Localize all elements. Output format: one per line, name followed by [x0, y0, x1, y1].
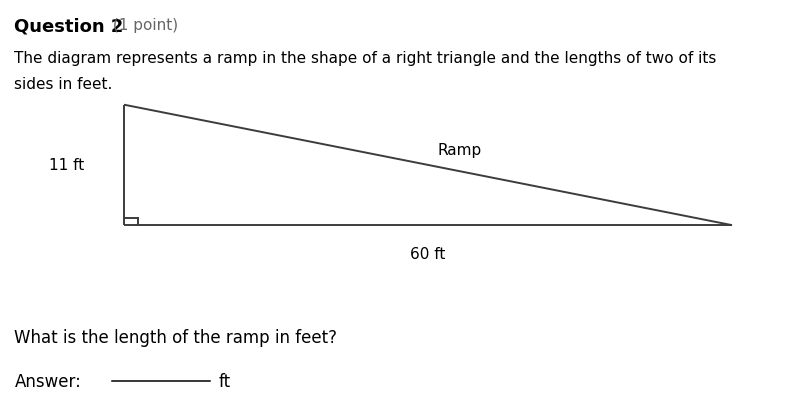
Text: 11 ft: 11 ft: [49, 158, 84, 173]
Text: ft: ft: [218, 373, 230, 391]
Text: Ramp: Ramp: [438, 143, 482, 158]
Text: What is the length of the ramp in feet?: What is the length of the ramp in feet?: [14, 329, 338, 347]
Text: (1 point): (1 point): [108, 18, 178, 33]
Text: sides in feet.: sides in feet.: [14, 77, 113, 92]
Text: The diagram represents a ramp in the shape of a right triangle and the lengths o: The diagram represents a ramp in the sha…: [14, 51, 717, 66]
Text: Answer:: Answer:: [14, 373, 82, 391]
Text: Question 2: Question 2: [14, 18, 124, 36]
Text: 60 ft: 60 ft: [410, 247, 446, 262]
